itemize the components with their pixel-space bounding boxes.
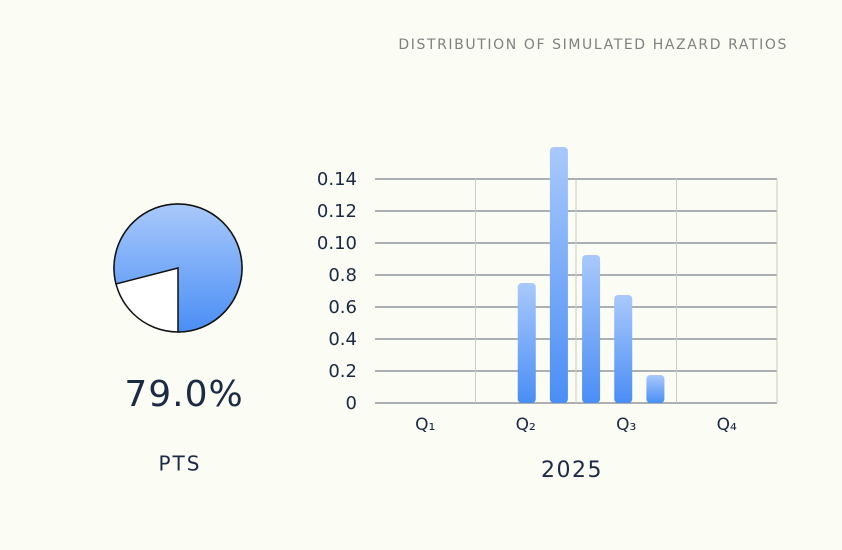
bar: [646, 375, 665, 403]
y-tick-label: 0.6: [328, 297, 357, 318]
kpi-value: 79.0%: [124, 374, 243, 415]
y-tick-label: 0.2: [328, 361, 357, 382]
x-axis-label: 2025: [541, 458, 603, 483]
y-tick-label: 0.10: [317, 233, 357, 254]
bar: [517, 283, 536, 403]
x-tick-label: Q₃: [616, 415, 636, 435]
chart-title: DISTRIBUTION OF SIMULATED HAZARD RATIOS: [398, 37, 788, 53]
y-tick-label: 0: [346, 393, 357, 414]
bar: [582, 255, 601, 403]
kpi-label: PTS: [159, 452, 202, 476]
y-tick-label: 0.4: [328, 329, 357, 350]
x-tick-label: Q₄: [717, 415, 737, 435]
y-tick-label: 0.12: [317, 201, 357, 222]
bar: [614, 295, 633, 403]
bar: [549, 147, 568, 403]
y-tick-label: 0.8: [328, 265, 357, 286]
x-tick-label: Q₁: [415, 415, 435, 435]
pie-slice: [113, 203, 243, 333]
x-tick-label: Q₂: [516, 415, 536, 435]
y-tick-label: 0.14: [317, 169, 357, 190]
